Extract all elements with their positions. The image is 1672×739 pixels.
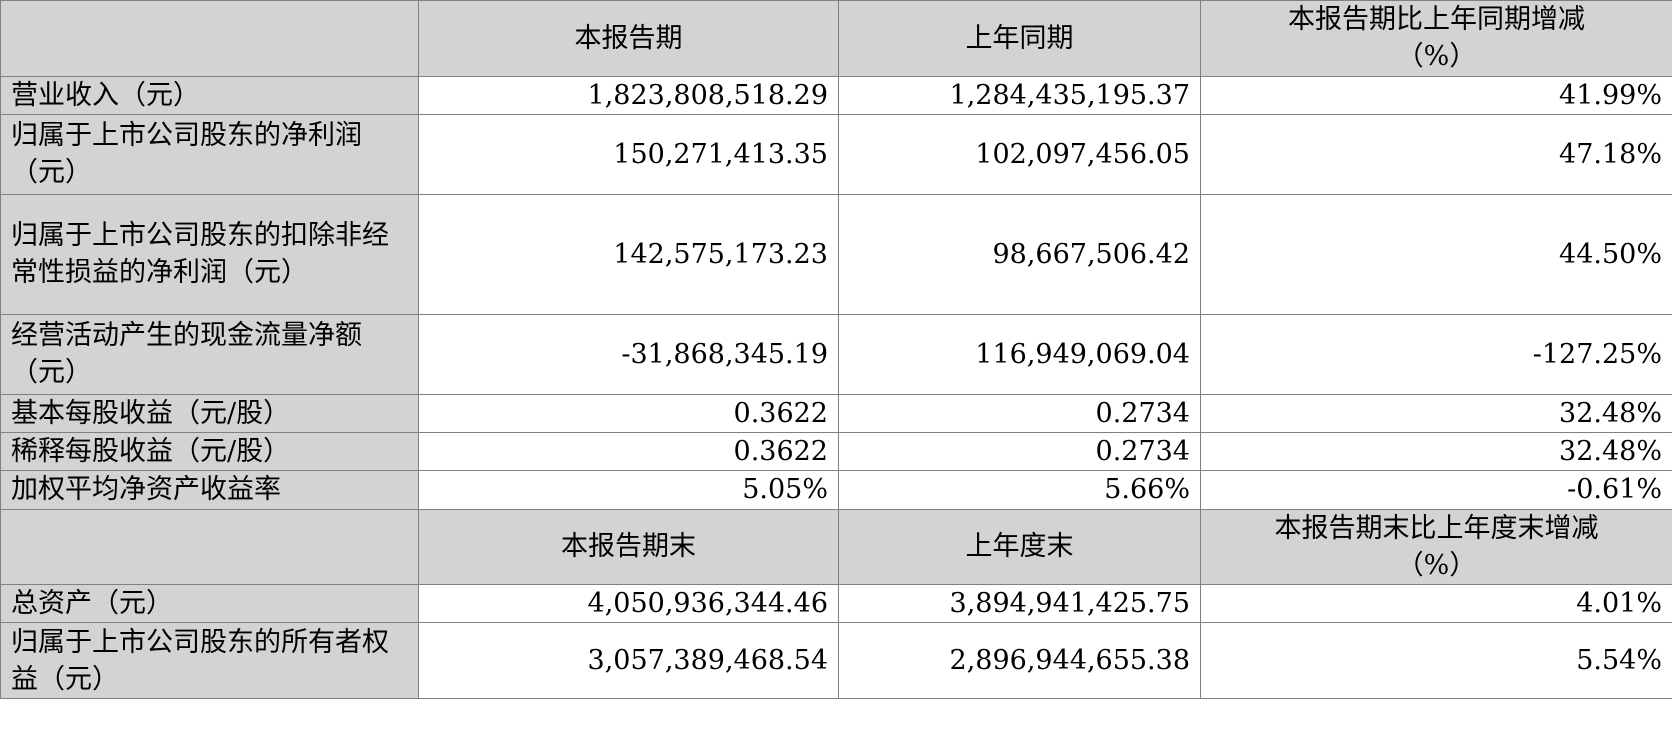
row-value-change: 47.18% bbox=[1200, 113, 1672, 195]
row-value-change: 5.54% bbox=[1200, 622, 1672, 700]
row-value-change: 44.50% bbox=[1200, 193, 1672, 315]
header-period-change: 本报告期比上年同期增减 （%） bbox=[1200, 0, 1672, 77]
table-row: 归属于上市公司股东的所有者权益（元） 3,057,389,468.54 2,89… bbox=[0, 622, 1672, 700]
table-row: 营业收入（元） 1,823,808,518.29 1,284,435,195.3… bbox=[0, 75, 1672, 115]
row-label: 稀释每股收益（元/股） bbox=[0, 431, 419, 472]
row-value-change: 32.48% bbox=[1200, 393, 1672, 434]
section-two-header-row: 本报告期末 上年度末 本报告期末比上年度末增减 （%） bbox=[0, 508, 1672, 585]
row-label: 总资产（元） bbox=[0, 583, 419, 624]
financial-summary-table: 本报告期 上年同期 本报告期比上年同期增减 （%） 营业收入（元） 1,823,8… bbox=[0, 0, 1672, 700]
row-value-previous: 98,667,506.42 bbox=[838, 193, 1201, 315]
table-row: 稀释每股收益（元/股） 0.3622 0.2734 32.48% bbox=[0, 431, 1672, 472]
header-current-period-end: 本报告期末 bbox=[418, 508, 839, 585]
row-value-previous: 2,896,944,655.38 bbox=[838, 622, 1201, 700]
row-value-change: 32.48% bbox=[1200, 431, 1672, 472]
table-row: 总资产（元） 4,050,936,344.46 3,894,941,425.75… bbox=[0, 583, 1672, 624]
table-row: 基本每股收益（元/股） 0.3622 0.2734 32.48% bbox=[0, 393, 1672, 434]
header-previous-year-end: 上年度末 bbox=[838, 508, 1201, 585]
row-value-change: 41.99% bbox=[1200, 75, 1672, 115]
header-period-end-change-line2: （%） bbox=[1396, 549, 1477, 581]
header-period-change-line1: 本报告期比上年同期增减 bbox=[1288, 4, 1585, 35]
row-value-current: 142,575,173.23 bbox=[418, 193, 839, 315]
table-row: 加权平均净资产收益率 5.05% 5.66% -0.61% bbox=[0, 470, 1672, 510]
header-blank-cell bbox=[0, 0, 419, 77]
table-row: 归属于上市公司股东的扣除非经常性损益的净利润（元） 142,575,173.23… bbox=[0, 193, 1672, 315]
row-value-previous: 0.2734 bbox=[838, 393, 1201, 434]
row-label: 营业收入（元） bbox=[0, 75, 419, 115]
header-blank-cell bbox=[0, 508, 419, 585]
row-label: 归属于上市公司股东的扣除非经常性损益的净利润（元） bbox=[0, 193, 419, 315]
table-row: 归属于上市公司股东的净利润（元） 150,271,413.35 102,097,… bbox=[0, 113, 1672, 195]
section-one-header-row: 本报告期 上年同期 本报告期比上年同期增减 （%） bbox=[0, 0, 1672, 77]
row-label: 加权平均净资产收益率 bbox=[0, 470, 419, 510]
row-label: 归属于上市公司股东的所有者权益（元） bbox=[0, 622, 419, 700]
row-label: 归属于上市公司股东的净利润（元） bbox=[0, 113, 419, 195]
row-value-current: -31,868,345.19 bbox=[418, 313, 839, 395]
row-value-change: 4.01% bbox=[1200, 583, 1672, 624]
header-current-period: 本报告期 bbox=[418, 0, 839, 77]
row-value-previous: 102,097,456.05 bbox=[838, 113, 1201, 195]
row-value-change: -127.25% bbox=[1200, 313, 1672, 395]
row-value-previous: 1,284,435,195.37 bbox=[838, 75, 1201, 115]
row-label: 基本每股收益（元/股） bbox=[0, 393, 419, 434]
row-value-current: 150,271,413.35 bbox=[418, 113, 839, 195]
row-value-previous: 116,949,069.04 bbox=[838, 313, 1201, 395]
header-period-change-line2: （%） bbox=[1396, 41, 1477, 73]
header-period-end-change-line1: 本报告期末比上年度末增减 bbox=[1274, 512, 1599, 544]
header-period-end-change: 本报告期末比上年度末增减 （%） bbox=[1200, 508, 1672, 585]
row-label: 经营活动产生的现金流量净额（元） bbox=[0, 313, 419, 395]
row-value-current: 4,050,936,344.46 bbox=[418, 583, 839, 624]
header-previous-period: 上年同期 bbox=[838, 0, 1201, 77]
row-value-current: 5.05% bbox=[418, 470, 839, 510]
row-value-current: 0.3622 bbox=[418, 431, 839, 472]
row-value-change: -0.61% bbox=[1200, 470, 1672, 510]
row-value-current: 3,057,389,468.54 bbox=[418, 622, 839, 700]
row-value-current: 1,823,808,518.29 bbox=[418, 75, 839, 115]
table-row: 经营活动产生的现金流量净额（元） -31,868,345.19 116,949,… bbox=[0, 313, 1672, 395]
row-value-previous: 0.2734 bbox=[838, 431, 1201, 472]
row-value-previous: 3,894,941,425.75 bbox=[838, 583, 1201, 624]
row-value-current: 0.3622 bbox=[418, 393, 839, 434]
row-value-previous: 5.66% bbox=[838, 470, 1201, 510]
